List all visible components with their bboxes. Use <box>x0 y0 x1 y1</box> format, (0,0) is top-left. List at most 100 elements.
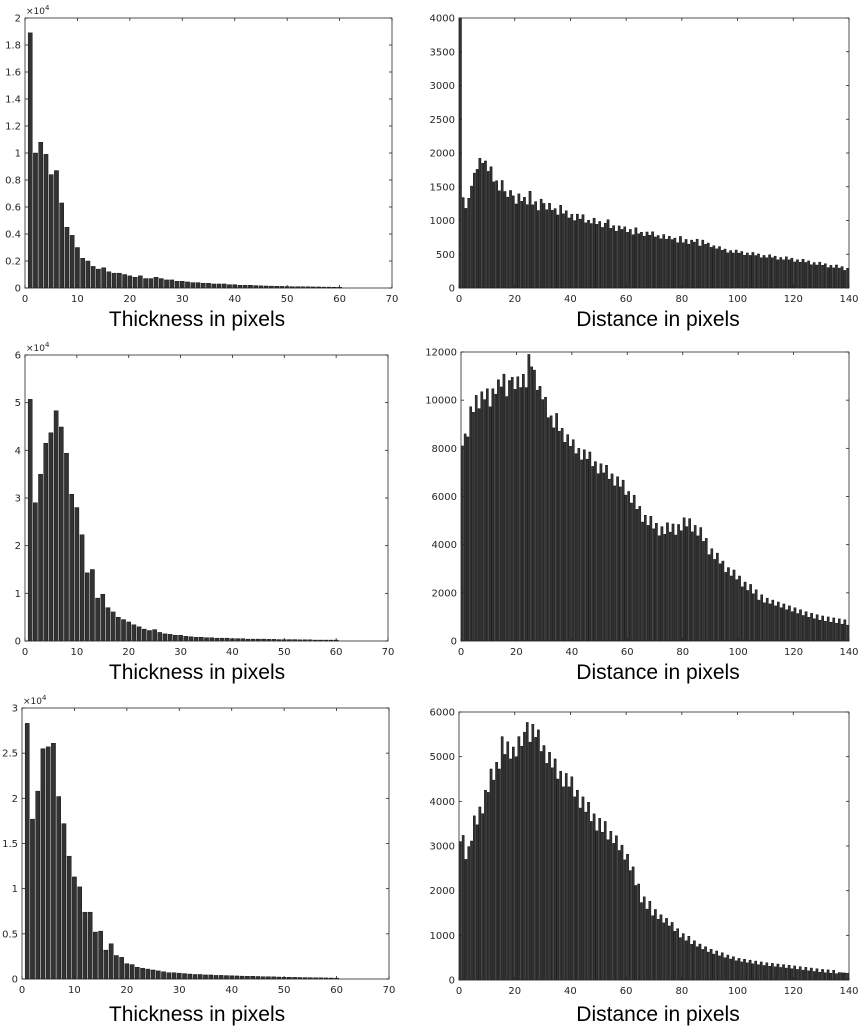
bar <box>785 967 788 981</box>
exponent-label: ×104 <box>26 4 50 17</box>
bar <box>762 965 766 981</box>
bar <box>542 745 546 981</box>
bar <box>740 961 744 981</box>
y-tick-label: 4000 <box>430 14 455 25</box>
x-tick-label: 60 <box>620 986 633 997</box>
y-tick-label: 5000 <box>430 752 455 763</box>
x-tick-label: 30 <box>173 985 186 996</box>
x-tick-label: 30 <box>174 647 187 658</box>
bar <box>659 914 663 981</box>
bar <box>687 936 691 981</box>
bar <box>824 972 827 981</box>
bar <box>773 966 777 981</box>
bar <box>626 853 629 981</box>
bar <box>726 954 730 981</box>
x-tick-label: 120 <box>784 294 803 305</box>
bar <box>570 776 574 981</box>
y-tick-label: 2500 <box>430 115 455 126</box>
x-tick-label: 20 <box>122 647 135 658</box>
bar <box>517 736 521 981</box>
x-tick-label: 100 <box>729 647 748 658</box>
x-tick-label: 60 <box>330 985 343 996</box>
x-tick-label: 20 <box>123 294 136 305</box>
bar <box>720 952 724 981</box>
y-tick-label: 12000 <box>425 348 457 359</box>
x-tick-label: 40 <box>565 647 578 658</box>
y-tick-label: 1000 <box>430 216 455 227</box>
bar <box>584 811 588 981</box>
y-tick-label: 5 <box>15 398 21 409</box>
bar <box>734 960 738 981</box>
bar <box>606 839 610 981</box>
x-tick-label: 20 <box>510 647 523 658</box>
y-tick-label: 6000 <box>432 492 457 503</box>
y-tick-label: 2000 <box>430 149 455 160</box>
bar <box>801 969 805 981</box>
x-tick-label: 80 <box>676 647 689 658</box>
bar <box>807 970 810 981</box>
bar <box>765 962 769 981</box>
y-tick-label: 8000 <box>432 444 457 455</box>
bar <box>489 768 493 981</box>
bar <box>759 961 763 981</box>
y-tick-label: 2 <box>15 14 21 25</box>
bar <box>539 751 543 981</box>
bar <box>562 786 565 981</box>
bar <box>514 756 518 981</box>
bar <box>698 943 702 981</box>
bar <box>673 931 677 981</box>
x-tick-label: 40 <box>228 294 241 305</box>
bar <box>732 956 735 981</box>
bar <box>464 859 468 981</box>
x-tick-label: 10 <box>68 985 81 996</box>
y-tick-label: 1.5 <box>2 839 18 850</box>
bar <box>467 846 471 981</box>
bar <box>503 754 507 981</box>
bar <box>551 767 554 981</box>
x-tick-label: 50 <box>278 985 291 996</box>
bar <box>715 950 718 981</box>
bar <box>793 965 796 981</box>
bar <box>512 746 515 981</box>
bar <box>534 737 537 981</box>
bar <box>684 940 688 981</box>
x-tick-label: 120 <box>784 647 803 658</box>
bar <box>796 969 799 981</box>
y-tick-label: 1 <box>12 884 18 895</box>
exponent-label: ×104 <box>23 694 47 707</box>
y-tick-label: 1.6 <box>5 68 21 79</box>
y-tick-label: 10000 <box>425 396 457 407</box>
bar <box>581 796 585 981</box>
bar <box>506 741 510 981</box>
y-tick-label: 500 <box>436 250 455 261</box>
bar <box>559 770 562 981</box>
bar <box>812 971 816 981</box>
bar <box>617 850 621 981</box>
bar <box>531 724 535 981</box>
y-tick-label: 3000 <box>430 81 455 92</box>
bar <box>598 818 601 981</box>
x-axis-label: Distance in pixels <box>576 1003 739 1026</box>
x-tick-label: 40 <box>226 647 239 658</box>
x-axis-label: Distance in pixels <box>576 661 739 684</box>
y-tick-label: 1.8 <box>5 41 21 52</box>
bar <box>520 746 523 981</box>
exponent-label: ×104 <box>26 341 50 354</box>
x-axis-label: Thickness in pixels <box>109 661 285 684</box>
x-tick-label: 0 <box>22 294 28 305</box>
bar <box>662 922 666 981</box>
x-tick-label: 0 <box>456 294 462 305</box>
bar <box>623 859 627 981</box>
bar <box>829 972 833 981</box>
bar <box>826 969 830 981</box>
x-tick-label: 20 <box>508 986 521 997</box>
bars <box>24 723 339 980</box>
x-tick-label: 50 <box>278 647 291 658</box>
bars <box>27 399 339 642</box>
y-tick-label: 3500 <box>430 47 455 58</box>
x-tick-label: 70 <box>386 294 399 305</box>
bar <box>525 722 529 981</box>
bar <box>640 902 643 981</box>
